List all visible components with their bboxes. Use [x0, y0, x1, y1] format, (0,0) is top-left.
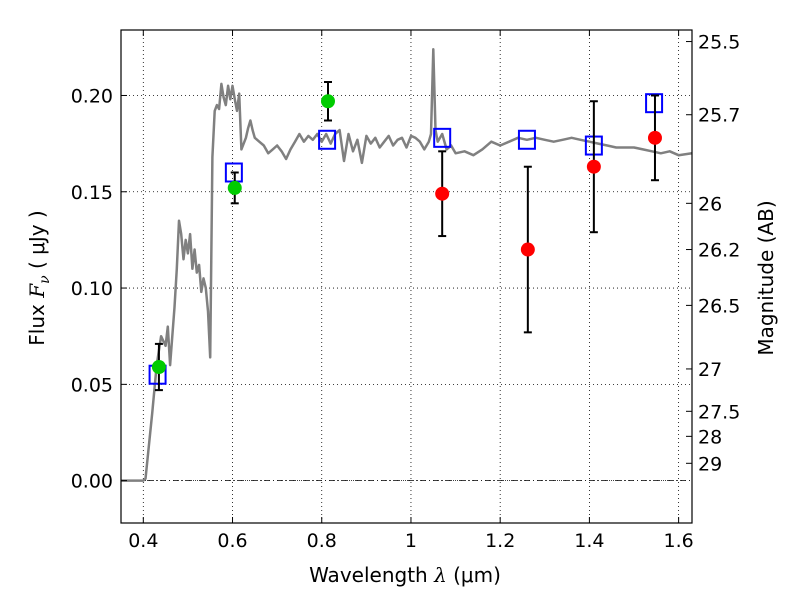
grid-lines: [121, 30, 692, 523]
model-flux-square: [517, 129, 536, 150]
model-spectrum: [121, 48, 693, 482]
x-tick-label: 1.2: [485, 530, 515, 552]
mag-tick-label: 26.5: [698, 295, 740, 317]
x-tick-label: 0.8: [307, 530, 337, 552]
x-tick-label: 1.4: [574, 530, 604, 552]
x-tick-label: 0.4: [128, 530, 158, 552]
x-tick-label: 1.6: [664, 530, 694, 552]
x-tick-labels: 0.4 0.6 0.8 1 1.2 1.4 1.6: [128, 530, 694, 552]
plot-frame: [120, 29, 693, 524]
y-tick-labels: 0.00 0.05 0.10 0.15 0.20: [71, 85, 113, 492]
observed-flux-point: [520, 242, 535, 257]
y-tick-label: 0.05: [71, 374, 113, 396]
mag-tick-label: 25.7: [698, 105, 740, 127]
mag-tick-label: 27.5: [698, 401, 740, 423]
mag-tick-label: 25.5: [698, 32, 740, 54]
mag-tick-label: 28: [698, 426, 722, 448]
y-tick-label: 0.20: [71, 85, 113, 107]
mag-tick-label: 26: [698, 193, 722, 215]
model-spectrum-line: [121, 48, 693, 482]
observed-flux-point: [586, 159, 601, 174]
observed-flux-point: [647, 130, 662, 145]
y-tick-label: 0.10: [71, 278, 113, 300]
x-axis-title: Wavelength λ (μm): [309, 563, 501, 587]
mag-tick-label: 29: [698, 453, 722, 475]
observed-flux-point: [435, 186, 450, 201]
mag-tick-label: 26.2: [698, 240, 740, 262]
axis-ticks: [121, 30, 692, 523]
y-axis-title: Flux Fν ( μJy ): [25, 210, 53, 345]
y-tick-label: 0.00: [71, 471, 113, 493]
observed-flux-point: [320, 94, 335, 109]
x-tick-label: 0.6: [217, 530, 247, 552]
model-flux-square: [318, 129, 337, 150]
magnitude-tick-labels: 25.5 25.7 26 26.2 26.5 27 27.5 28 29: [698, 32, 740, 476]
y-tick-label: 0.15: [71, 182, 113, 204]
data-series: [148, 80, 664, 392]
mag-tick-label: 27: [698, 359, 722, 381]
observed-flux-point: [227, 180, 242, 195]
observed-flux-point: [151, 360, 166, 375]
y-right-axis-title: Magnitude (AB): [754, 200, 778, 355]
model-flux-square: [433, 127, 452, 148]
x-tick-label: 1: [405, 530, 417, 552]
